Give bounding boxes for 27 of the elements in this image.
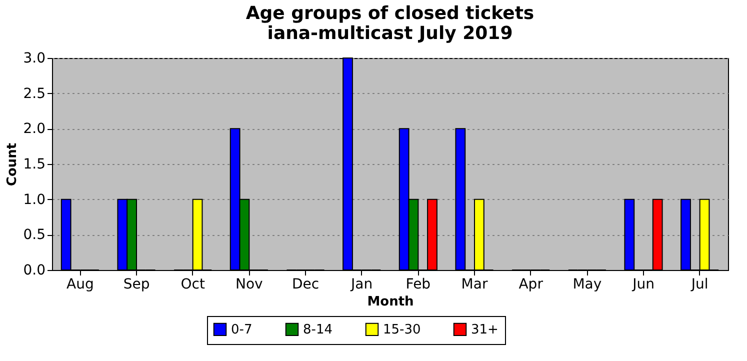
legend-label: 15-30 — [383, 322, 421, 338]
chart-subtitle: iana-multicast July 2019 — [267, 23, 513, 44]
x-tick-label: Nov — [236, 276, 263, 292]
x-tick-label: Oct — [180, 276, 206, 292]
y-tick-label: 1.0 — [23, 192, 46, 208]
x-tick-label: Feb — [406, 276, 431, 292]
x-tick-label: May — [572, 276, 602, 292]
x-axis-title: Month — [367, 294, 414, 310]
x-tick-label: Jan — [350, 276, 373, 292]
y-tick-label: 2.0 — [23, 121, 46, 138]
legend-label: 0-7 — [231, 322, 252, 338]
y-tick-label: 1.5 — [23, 156, 46, 172]
x-tick-label: Jun — [632, 276, 654, 292]
y-tick-label: 0.5 — [23, 227, 46, 244]
y-tick-label: 3.0 — [23, 50, 46, 66]
x-tick-label: Apr — [518, 276, 544, 292]
y-tick-label: 2.5 — [23, 86, 46, 102]
legend-label: 31+ — [471, 322, 498, 338]
legend-label: 8-14 — [303, 322, 333, 338]
x-tick-label: Aug — [66, 276, 94, 292]
x-tick-label: Jul — [690, 276, 708, 292]
x-tick-label: Mar — [461, 276, 488, 292]
x-tick-label: Dec — [292, 276, 320, 292]
chart-title: Age groups of closed tickets — [246, 3, 534, 24]
y-tick-label: 0.0 — [23, 262, 46, 278]
x-tick-label: Sep — [123, 276, 150, 292]
y-axis-title: Count — [5, 142, 20, 186]
